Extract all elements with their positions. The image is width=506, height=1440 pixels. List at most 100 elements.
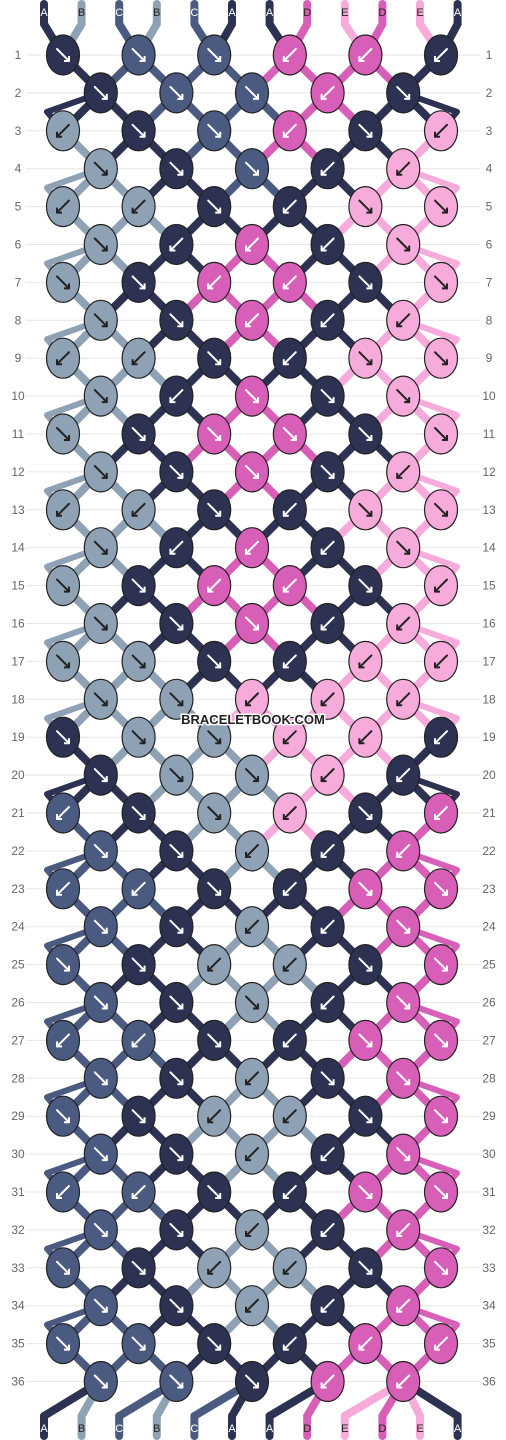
knot-arrow-icon <box>131 578 146 593</box>
knot-arrow-icon <box>207 654 222 669</box>
knot-arrow-icon <box>245 85 259 100</box>
knot-arrow-icon <box>56 957 70 972</box>
knot-arrow-icon <box>93 1147 108 1162</box>
knot-arrow-icon <box>282 275 297 290</box>
knot-arrow-icon <box>93 161 108 176</box>
knot-arrow-icon <box>169 85 184 100</box>
knot-arrow-icon <box>207 806 222 820</box>
knot-arrow-icon <box>169 313 184 328</box>
knot-arrow-icon <box>56 1109 70 1124</box>
knot-arrow-icon <box>434 578 448 593</box>
row-label-right: 5 <box>486 200 493 214</box>
knot-arrow-icon <box>245 313 259 328</box>
knot-arrow-icon <box>207 123 222 138</box>
knot-arrow-icon <box>320 161 335 176</box>
knot-arrow-icon <box>282 654 297 669</box>
knot-arrow-icon <box>207 1109 222 1124</box>
knot-arrow-icon <box>245 919 259 934</box>
knot-arrow-icon <box>358 48 373 62</box>
knot-arrow-icon <box>396 692 411 707</box>
strand-letter: D <box>303 1423 311 1435</box>
knot-arrow-icon <box>131 1109 146 1124</box>
knot-arrow-icon <box>282 502 297 517</box>
row-label-left: 26 <box>11 996 25 1010</box>
row-label-right: 3 <box>486 124 493 138</box>
row-label-left: 25 <box>11 958 25 972</box>
knot-arrow-icon <box>207 1260 222 1275</box>
knot-arrow-icon <box>169 540 184 555</box>
knot-arrow-icon <box>93 1374 108 1389</box>
strand-letter: C <box>115 1423 123 1435</box>
knot-arrow-icon <box>93 313 108 328</box>
knot-arrow-icon <box>396 616 411 631</box>
knot-arrow-icon <box>358 123 373 138</box>
knot-arrow-icon <box>396 161 411 176</box>
strand-letter: D <box>378 7 386 19</box>
knot-arrow-icon <box>396 1147 411 1162</box>
knot-arrow-icon <box>320 995 335 1010</box>
knot-arrow-icon <box>434 1260 448 1275</box>
knot-arrow-icon <box>207 1185 222 1199</box>
row-label-left: 31 <box>11 1185 25 1199</box>
knot-arrow-icon <box>396 995 411 1010</box>
row-label-left: 10 <box>11 389 25 403</box>
knot-arrow-icon <box>434 1033 448 1048</box>
knot-arrow-icon <box>131 957 146 972</box>
row-label-left: 2 <box>15 86 22 100</box>
row-label-left: 30 <box>11 1147 25 1161</box>
knot-arrow-icon <box>358 730 373 745</box>
knot-arrow-icon <box>169 692 184 707</box>
knot-arrow-icon <box>93 1298 108 1313</box>
knot-arrow-icon <box>434 427 448 441</box>
knot-arrow-icon <box>56 427 70 441</box>
knot-arrow-icon <box>358 881 373 896</box>
row-label-left: 28 <box>11 1071 25 1085</box>
knot-arrow-icon <box>358 502 373 517</box>
row-label-right: 6 <box>486 238 493 252</box>
knot-arrow-icon <box>56 1260 70 1275</box>
knot-arrow-icon <box>396 85 411 100</box>
knot-arrow-icon <box>169 1374 184 1389</box>
knot-arrow-icon <box>169 616 184 631</box>
row-label-left: 22 <box>11 844 25 858</box>
row-label-left: 15 <box>11 579 25 593</box>
strand-letter: A <box>40 7 48 19</box>
knot-arrow-icon <box>320 692 335 707</box>
knot-arrow-icon <box>358 275 373 290</box>
row-label-right: 26 <box>482 996 496 1010</box>
knot-arrow-icon <box>207 730 222 745</box>
knot-arrow-icon <box>358 1185 373 1199</box>
row-label-left: 12 <box>11 465 25 479</box>
knot-arrow-icon <box>93 464 108 479</box>
knot-arrow-icon <box>434 502 448 517</box>
knot-arrow-icon <box>245 1374 259 1389</box>
row-label-left: 3 <box>15 124 22 138</box>
knot-arrow-icon <box>169 1147 184 1162</box>
knot-arrow-icon <box>207 957 222 972</box>
row-label-left: 17 <box>11 654 25 668</box>
knot-arrow-icon <box>207 1033 222 1048</box>
knot-arrow-icon <box>434 806 448 820</box>
knot-arrow-icon <box>358 1336 373 1351</box>
row-label-right: 19 <box>482 730 496 744</box>
row-label-right: 18 <box>482 692 496 706</box>
knot-arrow-icon <box>56 1033 70 1048</box>
row-label-right: 14 <box>482 541 496 555</box>
knot-arrow-icon <box>282 351 297 366</box>
knot-arrow-icon <box>169 389 184 404</box>
knot-arrow-icon <box>207 881 222 896</box>
knot-arrow-icon <box>93 768 108 783</box>
knot-arrow-icon <box>320 919 335 934</box>
knot-arrow-icon <box>93 389 108 404</box>
strand-letter: D <box>303 7 311 19</box>
row-label-left: 23 <box>11 882 25 896</box>
row-label-left: 9 <box>15 351 22 365</box>
knot-arrow-icon <box>169 843 184 858</box>
strand-letter: C <box>115 7 123 19</box>
knot-arrow-icon <box>56 1336 70 1351</box>
knot-arrow-icon <box>396 1298 411 1313</box>
knot-arrow-icon <box>131 1336 146 1351</box>
knot-arrow-icon <box>434 1336 448 1351</box>
knot-arrow-icon <box>56 578 70 593</box>
knot-arrow-icon <box>320 389 335 404</box>
